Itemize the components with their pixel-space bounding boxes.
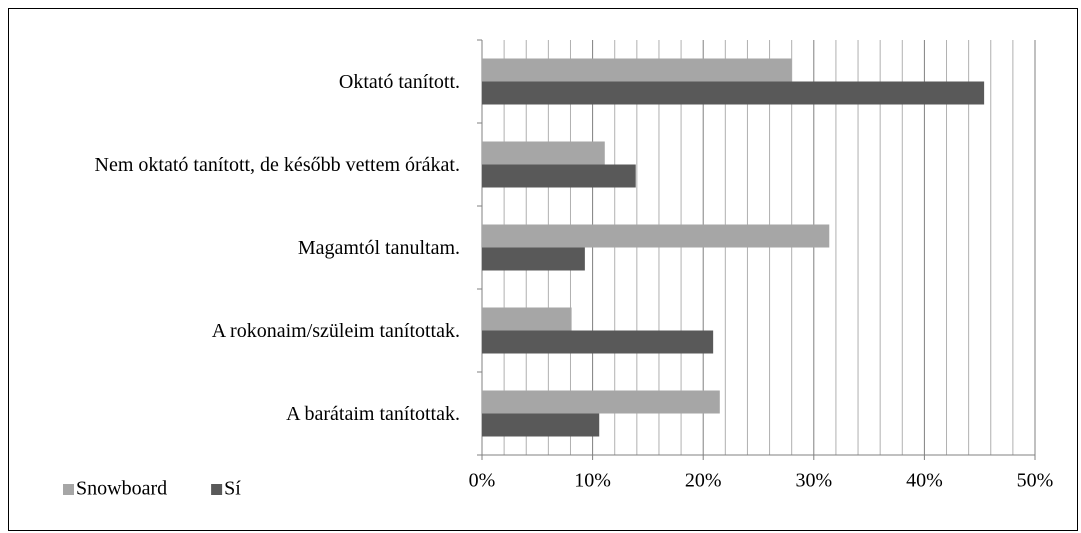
x-tick-label: 10%: [574, 470, 611, 492]
bar: [482, 247, 585, 271]
bar: [482, 307, 572, 331]
legend-swatch: [211, 484, 223, 495]
x-tick-label: 20%: [685, 470, 722, 492]
x-tick-label: 40%: [906, 470, 943, 492]
category-label: Oktató tanított.: [338, 70, 460, 93]
x-tick-label: 30%: [795, 470, 832, 492]
bar: [482, 81, 985, 105]
bar: [482, 141, 605, 165]
legend-label: Sí: [224, 478, 241, 500]
legend-swatch: [63, 484, 74, 495]
frame: [8, 8, 1078, 531]
legend-label: Snowboard: [76, 478, 167, 500]
category-label: Magamtól tanultam.: [297, 236, 460, 259]
bar: [482, 330, 714, 354]
x-tick-label: 50%: [1017, 470, 1054, 492]
bar: [482, 164, 636, 188]
category-label: A rokonaim/szüleim tanítottak.: [211, 319, 460, 342]
bar: [482, 390, 720, 414]
bar: [482, 58, 792, 82]
category-label: Nem oktató tanított, de később vettem ór…: [94, 153, 460, 176]
x-tick-label: 0%: [469, 470, 496, 492]
bar: [482, 224, 830, 248]
category-label: A barátaim tanítottak.: [286, 402, 460, 425]
bar: [482, 413, 600, 437]
